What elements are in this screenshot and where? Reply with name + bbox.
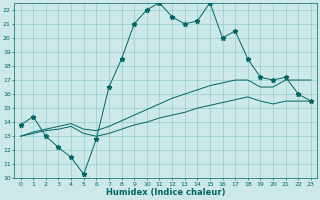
- X-axis label: Humidex (Indice chaleur): Humidex (Indice chaleur): [106, 188, 226, 197]
